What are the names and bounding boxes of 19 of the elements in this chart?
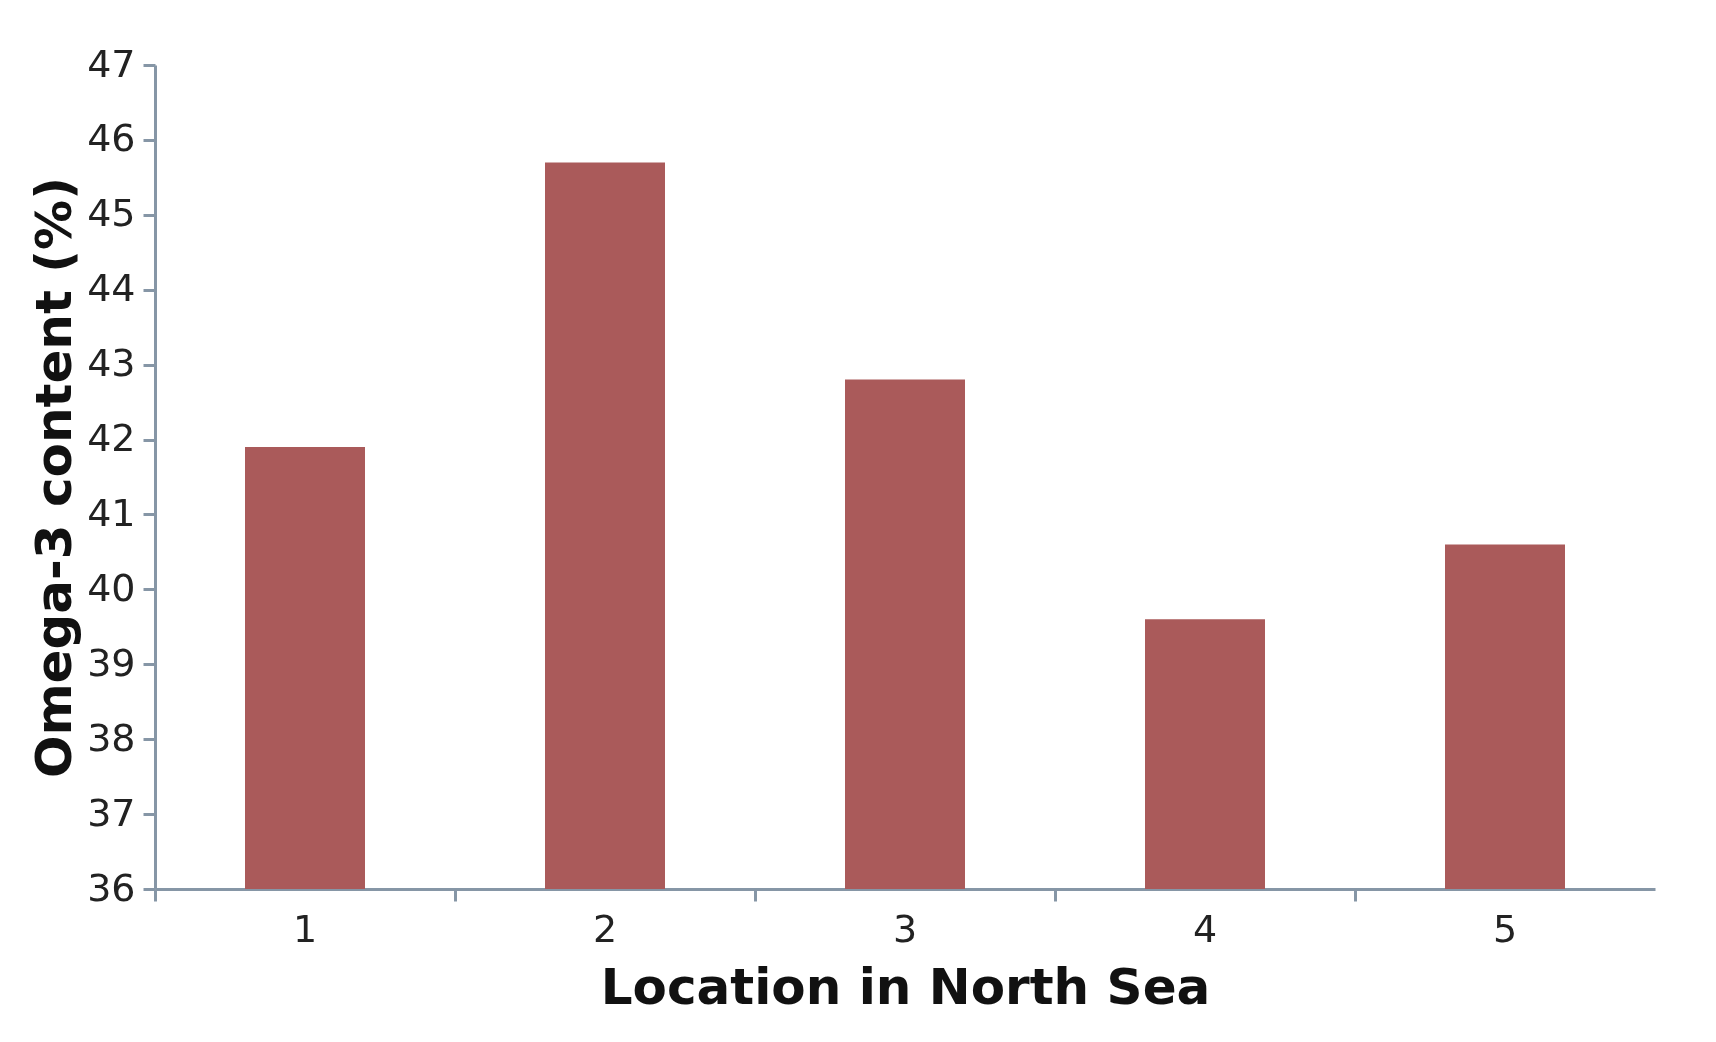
y-tick-label: 36 [87,865,136,910]
y-tick-label: 38 [87,715,136,760]
x-tick-label: 2 [592,906,618,951]
y-axis-title: Omega-3 content (%) [25,176,84,779]
y-tick-label: 37 [87,790,136,835]
y-tick-label: 41 [87,490,136,535]
y-tick-label: 45 [87,191,136,236]
y-tick-label: 39 [87,640,136,685]
x-axis-title: Location in North Sea [600,957,1211,1016]
x-tick-label: 5 [1492,906,1518,951]
y-tick-label: 40 [87,565,136,610]
y-tick-label: 47 [87,41,136,86]
y-tick-label: 44 [87,266,136,311]
x-tick-label: 4 [1192,906,1218,951]
y-tick-label: 46 [87,116,136,161]
y-tick-label: 42 [87,416,136,461]
x-tick-label: 3 [892,906,918,951]
x-tick-label: 1 [292,906,318,951]
y-tick-label: 43 [87,341,136,386]
